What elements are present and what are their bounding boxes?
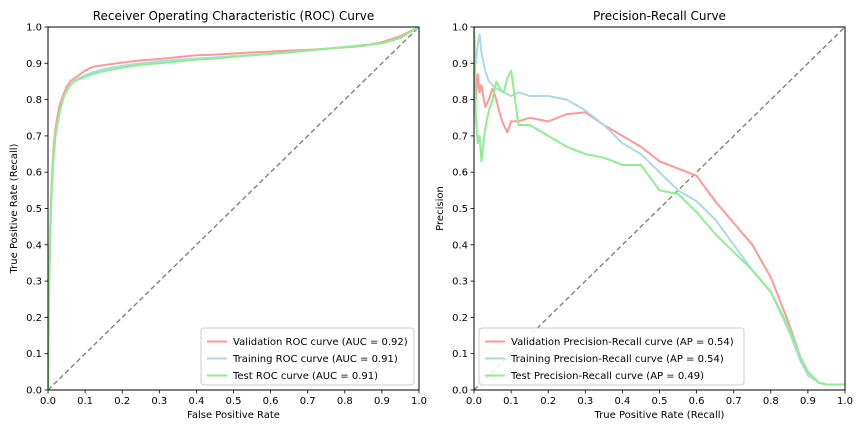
chart-title: Receiver Operating Characteristic (ROC) … [93, 9, 375, 23]
legend-label: Validation ROC curve (AUC = 0.92) [233, 337, 408, 348]
x-tick-label: 0.5 [652, 396, 668, 407]
x-tick-label: 0.4 [614, 396, 630, 407]
legend-label: Training ROC curve (AUC = 0.91) [232, 354, 398, 365]
y-tick-label: 0.6 [26, 168, 42, 179]
x-axis-title: True Positive Rate (Recall) [594, 410, 725, 421]
x-tick-label: 0.9 [800, 396, 816, 407]
x-tick-label: 0.3 [577, 396, 593, 407]
chart-2: Precision-Recall Curve 0.0 0.1 0.2 0.3 0.4 0.5… [435, 9, 853, 421]
x-tick-label: 1.0 [411, 396, 427, 407]
x-tick-label: 0.0 [466, 396, 482, 407]
y-tick-label: 0.5 [452, 204, 468, 215]
y-tick-label: 0.0 [452, 386, 468, 397]
legend-label: Training Precision-Recall curve (AP = 0.… [510, 354, 724, 365]
x-tick-label: 0.2 [540, 396, 556, 407]
x-tick-label: 0.0 [40, 396, 56, 407]
legend-label: Test ROC curve (AUC = 0.91) [232, 371, 378, 382]
x-tick-label: 0.7 [726, 396, 742, 407]
y-tick-label: 0.2 [26, 313, 42, 324]
x-tick-label: 0.8 [763, 396, 779, 407]
x-tick-label: 0.3 [151, 396, 167, 407]
y-tick-label: 0.8 [26, 95, 42, 106]
y-tick-label: 0.0 [26, 386, 42, 397]
y-axis-title: Precision [435, 186, 446, 231]
y-tick-label: 0.7 [26, 131, 42, 142]
x-tick-label: 0.7 [300, 396, 316, 407]
legend-box [478, 327, 745, 386]
x-tick-label: 0.8 [337, 396, 353, 407]
y-tick-label: 0.1 [26, 349, 42, 360]
y-tick-label: 0.9 [452, 59, 468, 70]
legend: Validation ROC curve (AUC = 0.92) Trainin… [200, 327, 415, 386]
x-tick-label: 1.0 [837, 396, 853, 407]
x-tick-label: 0.4 [188, 396, 204, 407]
series-line-1 [474, 27, 845, 386]
y-tick-label: 0.9 [26, 59, 42, 70]
x-tick-label: 0.6 [263, 396, 279, 407]
x-tick-label: 0.2 [114, 396, 130, 407]
chart-1: Receiver Operating Characteristic (ROC) … [9, 9, 427, 421]
y-tick-label: 0.7 [452, 131, 468, 142]
x-tick-label: 0.9 [374, 396, 390, 407]
legend-label: Test Precision-Recall curve (AP = 0.49) [510, 371, 704, 382]
legend-label: Validation Precision-Recall curve (AP = … [511, 337, 734, 348]
y-tick-label: 0.4 [452, 240, 468, 251]
y-tick-label: 0.3 [26, 277, 42, 288]
legend-box [200, 327, 415, 386]
x-tick-label: 0.5 [226, 396, 242, 407]
y-tick-label: 0.5 [26, 204, 42, 215]
y-tick-label: 0.2 [452, 313, 468, 324]
y-tick-label: 1.0 [26, 23, 42, 34]
x-axis-title: False Positive Rate [187, 410, 280, 421]
y-tick-label: 0.8 [452, 95, 468, 106]
x-tick-label: 0.6 [689, 396, 705, 407]
x-tick-label: 0.1 [503, 396, 519, 407]
y-axis-title: True Positive Rate (Recall) [9, 143, 20, 274]
x-tick-label: 0.1 [77, 396, 93, 407]
series-line-3 [48, 27, 419, 390]
y-tick-label: 0.6 [452, 168, 468, 179]
y-tick-label: 0.4 [26, 240, 42, 251]
y-tick-label: 0.1 [452, 349, 468, 360]
y-tick-label: 0.3 [452, 277, 468, 288]
reference-diagonal-line [47, 26, 420, 391]
chart-title: Precision-Recall Curve [593, 9, 726, 23]
reference-diagonal-line [473, 26, 846, 391]
y-tick-label: 1.0 [452, 23, 468, 34]
series-line-3 [474, 27, 845, 386]
series-line-2 [474, 27, 845, 386]
legend: Validation Precision-Recall curve (AP = … [478, 327, 745, 386]
